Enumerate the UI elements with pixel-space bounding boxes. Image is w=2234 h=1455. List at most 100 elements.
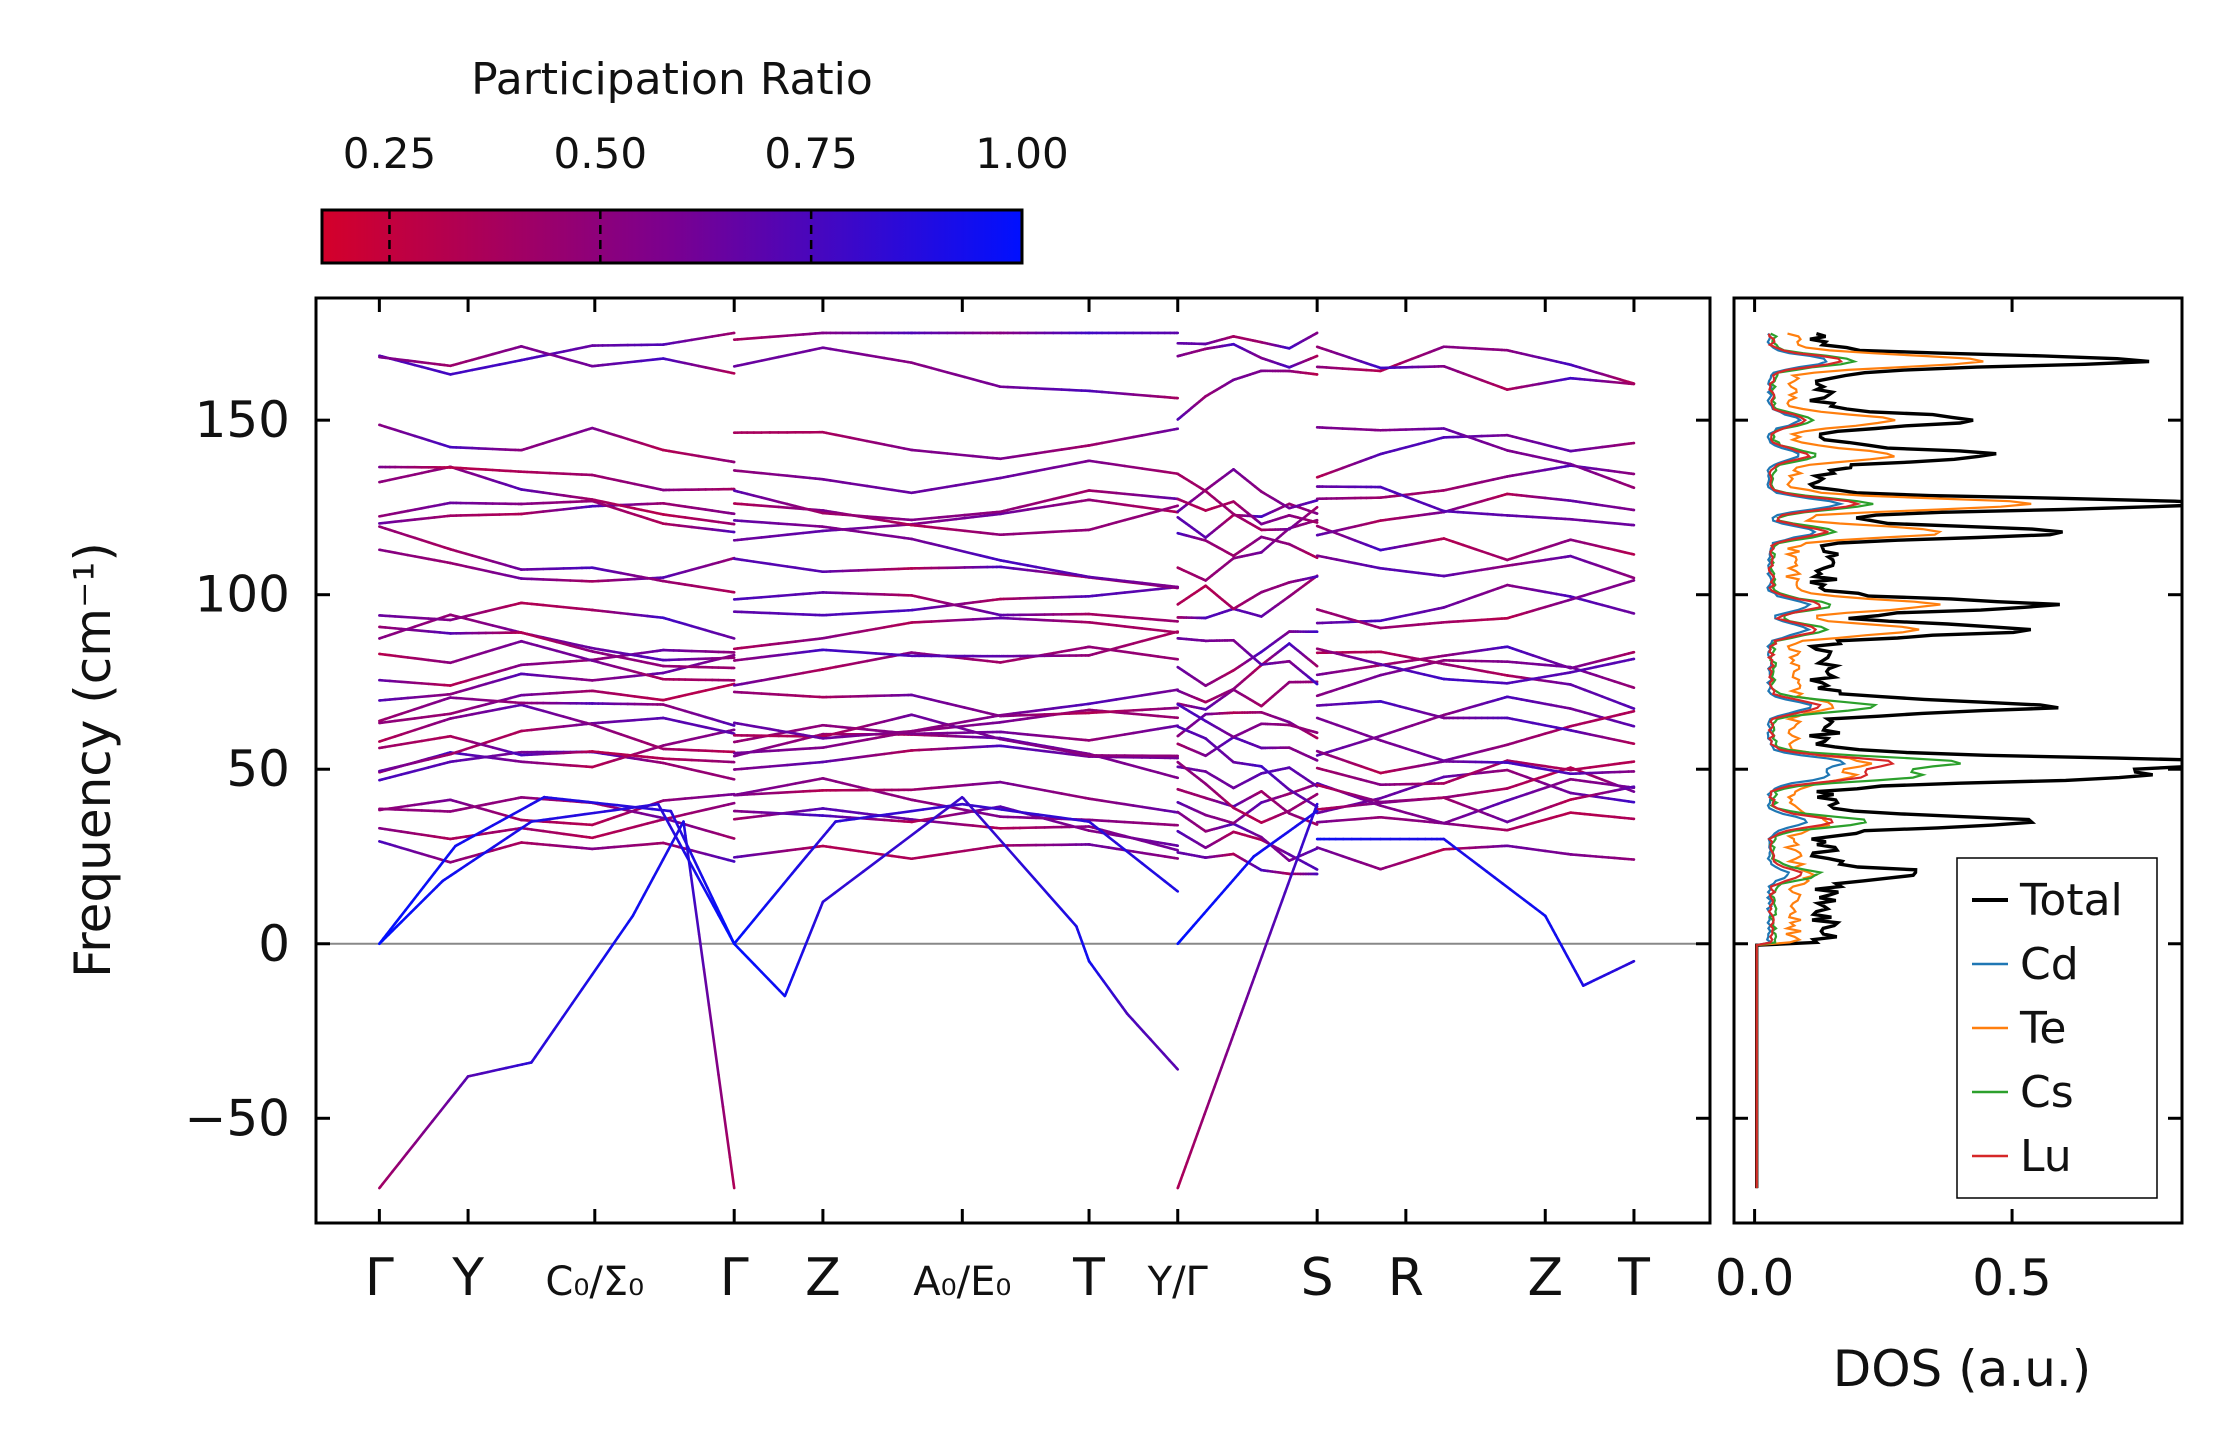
band-segment-30: [946, 784, 958, 789]
band-segment-36: [1123, 695, 1135, 700]
band-segment-31: [865, 753, 878, 758]
band-segment-43: [1043, 570, 1055, 575]
band-segment-28: [865, 817, 878, 821]
band-segment-39: [865, 651, 878, 655]
colorbar: Participation Ratio 0.25 0.50 0.75 1.00: [320, 54, 1069, 265]
band-segment-47: [865, 515, 878, 519]
band-segment-26: [865, 851, 878, 855]
band-segment-34: [1043, 734, 1055, 739]
band-segment-45: [946, 546, 958, 551]
band-segment-39: [1132, 639, 1144, 645]
band-segment-26: [946, 850, 958, 855]
band-segment-39: [1123, 642, 1135, 648]
band-segment-45: [768, 521, 780, 525]
band-segment-30: [1123, 802, 1135, 807]
band-segment-47: [1132, 493, 1144, 497]
band-segment-49: [1132, 434, 1144, 439]
band-segment-34: [1132, 730, 1144, 735]
band-segment-29: [954, 806, 966, 812]
band-segment-33: [777, 748, 789, 752]
band-segment-27: [857, 811, 869, 816]
band-segment-43: [768, 562, 780, 567]
band-segment-48: [865, 484, 878, 489]
band-segment-31: [857, 754, 869, 759]
band-segment-35: [857, 724, 869, 730]
band-segment-46: [954, 528, 966, 533]
band-segment-31: [777, 763, 789, 768]
colorbar-tick-label: 0.75: [764, 129, 858, 178]
band-segment-29: [768, 785, 780, 790]
band-segment-46: [1132, 514, 1144, 520]
band-segment-50: [777, 353, 789, 359]
band-segment-32: [768, 743, 780, 749]
band-segment-38: [1132, 651, 1144, 656]
band-segment-49: [1123, 435, 1135, 441]
band-segment-39: [768, 653, 780, 658]
band-segment-38: [954, 656, 966, 660]
colorbar-tick-label: 0.50: [554, 129, 648, 178]
band-segment-35: [1034, 744, 1046, 749]
band-segment-47: [777, 500, 789, 506]
band-segment-49: [865, 439, 878, 445]
band-segment-36: [1034, 708, 1046, 712]
band-segment-50: [857, 352, 869, 357]
band-segment-50: [1132, 393, 1144, 397]
band-segment-33: [865, 736, 878, 741]
colorbar-tick-label: 1.00: [975, 129, 1069, 178]
band-segment-50: [768, 355, 780, 361]
band-segment-30: [1043, 789, 1055, 794]
band-segment-43: [777, 563, 789, 568]
band-segment-49: [857, 438, 869, 443]
band-segment-30: [1034, 787, 1046, 792]
band-segment-41: [1123, 590, 1135, 594]
band-segment-48: [1132, 465, 1144, 470]
band-segment-47: [857, 514, 869, 518]
colorbar-title: Participation Ratio: [471, 54, 873, 105]
band-segment-48: [1123, 464, 1135, 469]
band-segment-28: [954, 811, 966, 816]
band-segment-48: [1034, 468, 1046, 473]
band-segment-32: [1132, 764, 1144, 770]
band-segment-38: [777, 674, 789, 679]
band-segment-47: [768, 498, 780, 504]
band-segment-40: [768, 642, 780, 646]
band-segment-42: [777, 593, 789, 598]
band-segment-26: [768, 850, 780, 855]
band-segment-26: [1132, 850, 1144, 855]
band-segment-31: [1043, 749, 1055, 754]
band-segment-33: [1123, 711, 1135, 716]
band-segment-40: [865, 627, 878, 632]
band-segment-45: [1043, 567, 1055, 572]
band-segment-48: [1043, 466, 1055, 471]
band-segment-33: [1034, 714, 1046, 719]
band-segment-45: [1132, 580, 1144, 585]
band-segment-28: [1132, 836, 1144, 841]
band-segment-50: [946, 371, 958, 376]
band-segment-37: [946, 702, 958, 707]
band-segment-36: [777, 729, 789, 734]
band-segment-40: [857, 629, 869, 634]
band-segment-49: [1034, 450, 1046, 455]
band-segment-35: [1043, 745, 1055, 751]
band-segment-40: [1132, 626, 1144, 630]
band-segment-45: [954, 548, 966, 554]
band-segment-48: [777, 473, 789, 478]
band-segment-38: [865, 658, 878, 663]
band-segment-37: [954, 704, 966, 709]
band-segment-44: [946, 517, 958, 522]
band-segment-42: [1132, 616, 1144, 620]
band-segment-39: [777, 652, 789, 657]
band-segment-45: [777, 522, 789, 526]
band-segment-28: [1123, 835, 1135, 840]
band-segment-29: [777, 783, 789, 789]
band-segment-44: [1132, 504, 1144, 509]
band-segment-45: [1034, 565, 1046, 570]
band-segment-38: [768, 676, 780, 681]
band-segment-50: [954, 373, 966, 379]
band-segment-38: [857, 659, 869, 664]
band-segment-43: [1034, 569, 1046, 574]
band-segment-47: [1123, 492, 1135, 496]
band-segment-49: [946, 452, 958, 456]
band-segment-46: [768, 504, 780, 509]
